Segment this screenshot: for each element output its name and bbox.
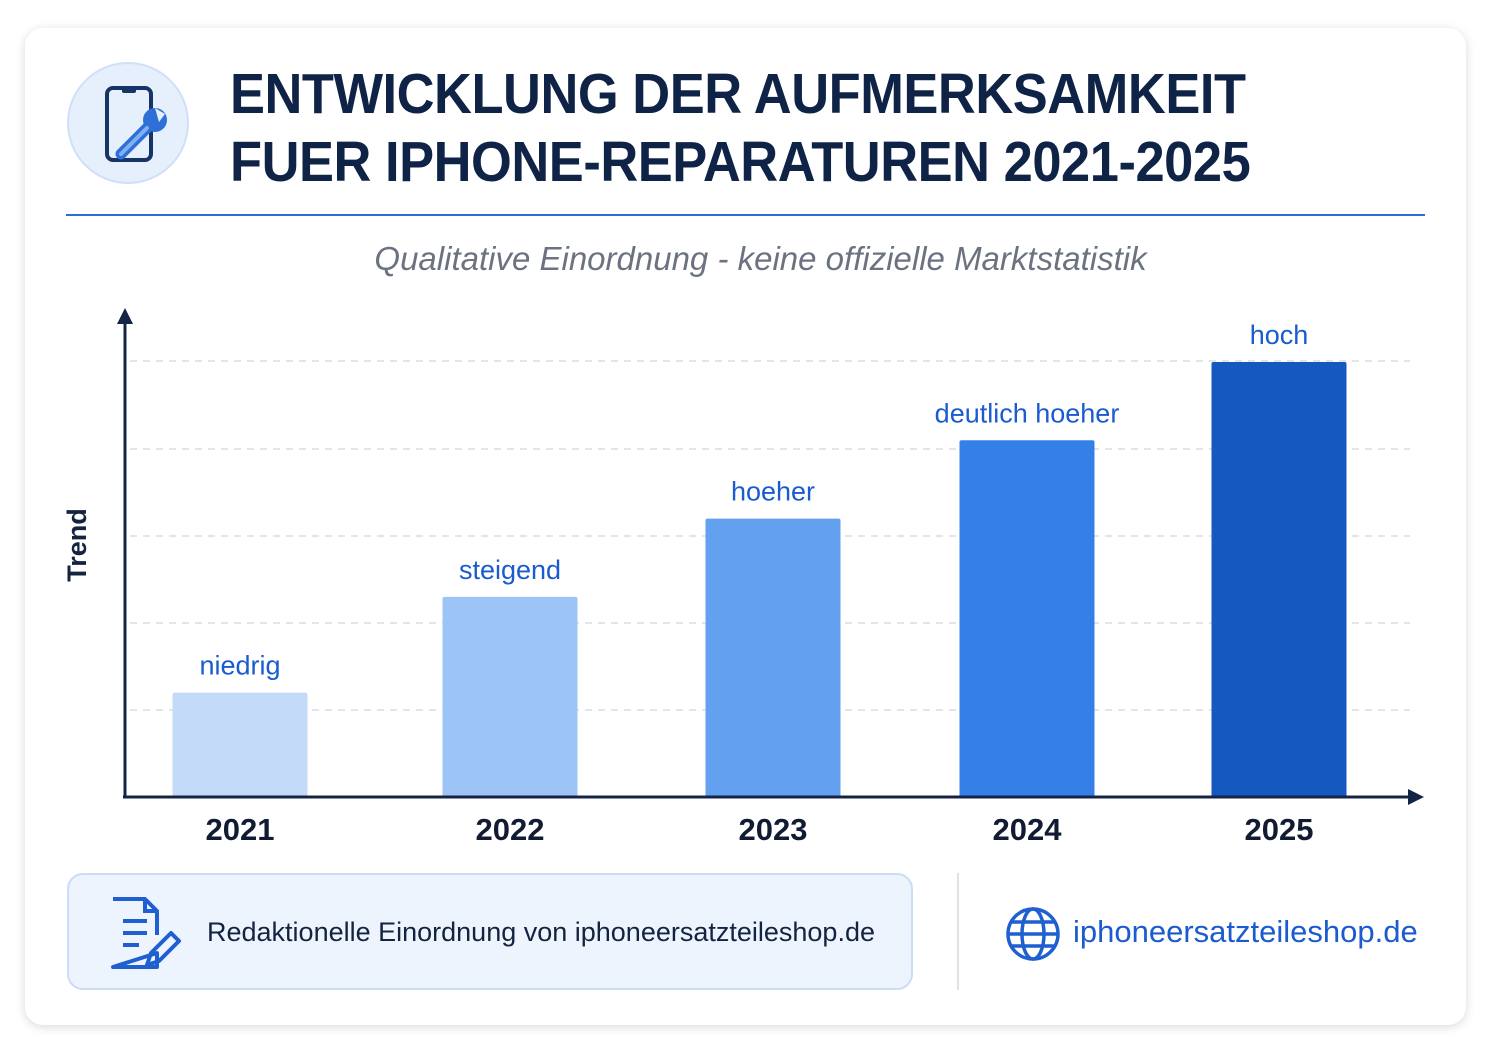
title-line-1: ENTWICKLUNG DER AUFMERKSAMKEIT bbox=[230, 62, 1246, 126]
website-link[interactable]: iphoneersatzteileshop.de bbox=[1073, 914, 1418, 949]
source-note: Redaktionelle Einordnung von iphoneersat… bbox=[207, 917, 875, 947]
y-axis-arrow bbox=[117, 308, 133, 324]
title-divider bbox=[66, 214, 1425, 216]
bar-2023 bbox=[705, 518, 841, 797]
source-note-box: Redaktionelle Einordnung von iphoneersat… bbox=[67, 873, 913, 990]
chart-title: ENTWICKLUNG DER AUFMERKSAMKEIT FUER IPHON… bbox=[230, 60, 1251, 196]
globe-icon bbox=[1006, 907, 1060, 961]
chart-subtitle: Qualitative Einordnung - keine offiziell… bbox=[374, 240, 1147, 277]
footer-divider bbox=[957, 873, 959, 990]
bar-2021 bbox=[172, 692, 308, 797]
x-tick-label: 2021 bbox=[206, 812, 275, 847]
phone-wrench-icon bbox=[67, 62, 189, 184]
data-label: hoch bbox=[1250, 320, 1309, 350]
bar-2022 bbox=[442, 596, 578, 797]
data-label: niedrig bbox=[199, 651, 280, 681]
title-line-2: FUER IPHONE-REPARATUREN 2021-2025 bbox=[230, 130, 1251, 194]
x-tick-label: 2023 bbox=[739, 812, 808, 847]
y-axis-label: Trend bbox=[62, 508, 92, 582]
bar-2024 bbox=[959, 440, 1095, 797]
x-tick-label: 2024 bbox=[993, 812, 1063, 847]
document-edit-icon bbox=[111, 897, 181, 969]
data-label: deutlich hoeher bbox=[935, 398, 1120, 428]
data-label: steigend bbox=[459, 555, 561, 585]
x-tick-label: 2022 bbox=[476, 812, 545, 847]
bar-2025 bbox=[1211, 362, 1347, 797]
x-tick-label: 2025 bbox=[1245, 812, 1314, 847]
x-axis-arrow bbox=[1408, 789, 1424, 805]
data-label: hoeher bbox=[731, 477, 815, 507]
